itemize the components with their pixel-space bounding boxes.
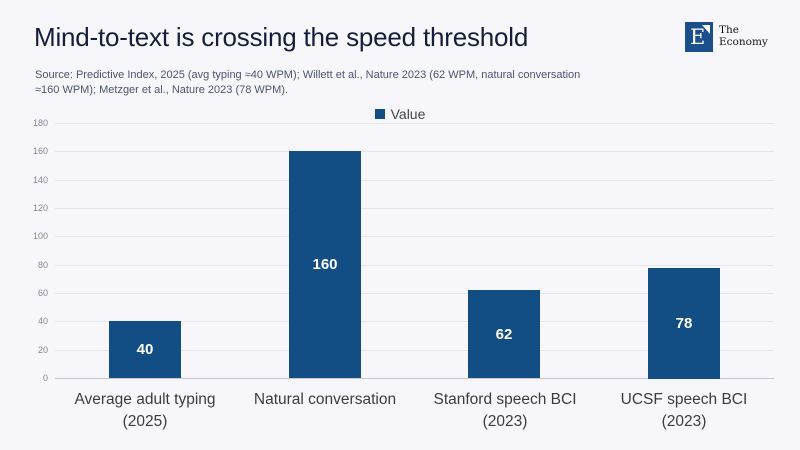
- y-axis-tick-80: 80: [37, 260, 48, 270]
- chart-legend: Value: [0, 106, 800, 122]
- y-gridline-140: [55, 180, 774, 181]
- y-gridline-0: [55, 378, 774, 379]
- y-gridline-100: [55, 236, 774, 237]
- legend-marker-icon: [374, 109, 385, 119]
- y-axis-tick-0: 0: [42, 373, 48, 383]
- logo-wordmark: The Economy: [719, 22, 768, 48]
- bar-1: 40: [109, 321, 181, 378]
- legend-series-label: Value: [390, 106, 426, 122]
- x-axis-label-2: Natural conversation: [253, 391, 397, 408]
- y-axis-tick-60: 60: [37, 288, 48, 298]
- bar-4: 78: [648, 268, 720, 379]
- y-axis-tick-100: 100: [32, 231, 48, 241]
- y-gridline-80: [55, 265, 774, 266]
- logo-quote-wedge-icon: [702, 25, 710, 34]
- the-economy-logo: E The Economy: [685, 22, 768, 52]
- y-axis-tick-40: 40: [37, 316, 48, 326]
- logo-monogram-square: E: [685, 22, 713, 52]
- logo-wordmark-line1: The: [719, 24, 739, 36]
- y-gridline-20: [55, 350, 774, 351]
- x-axis-label-4: UCSF speech BCI (2023): [620, 391, 748, 430]
- y-gridline-160: [55, 151, 774, 152]
- y-axis-tick-120: 120: [32, 203, 48, 213]
- bar-2: 160: [289, 151, 361, 378]
- source-note-line2: ≈160 WPM); Metzger et al., Nature 2023 (…: [35, 84, 289, 96]
- y-axis-tick-140: 140: [32, 175, 48, 185]
- bar-3: 62: [468, 290, 540, 378]
- y-gridline-40: [55, 321, 774, 322]
- y-gridline-180: [55, 123, 774, 124]
- logo-wordmark-line2: Economy: [719, 35, 768, 48]
- source-note-line1: Source: Predictive Index, 2025 (avg typi…: [35, 69, 581, 81]
- y-axis-tick-160: 160: [32, 146, 48, 156]
- y-axis-tick-20: 20: [37, 345, 48, 355]
- bar-value-label-2: 160: [312, 256, 338, 273]
- x-axis-label-1: Average adult typing (2025): [74, 391, 216, 430]
- logo-letter-e: E: [690, 24, 706, 49]
- x-axis-label-3: Stanford speech BCI (2023): [433, 391, 577, 430]
- bar-value-label-3: 62: [495, 325, 513, 343]
- y-gridline-120: [55, 208, 774, 209]
- y-axis-tick-180: 180: [32, 118, 48, 128]
- source-note: Source: Predictive Index, 2025 (avg typi…: [35, 68, 580, 98]
- y-gridline-60: [55, 293, 774, 294]
- bar-value-label-4: 78: [675, 315, 693, 332]
- chart-title: Mind-to-text is crossing the speed thres…: [34, 22, 529, 52]
- bar-value-label-1: 40: [136, 341, 154, 358]
